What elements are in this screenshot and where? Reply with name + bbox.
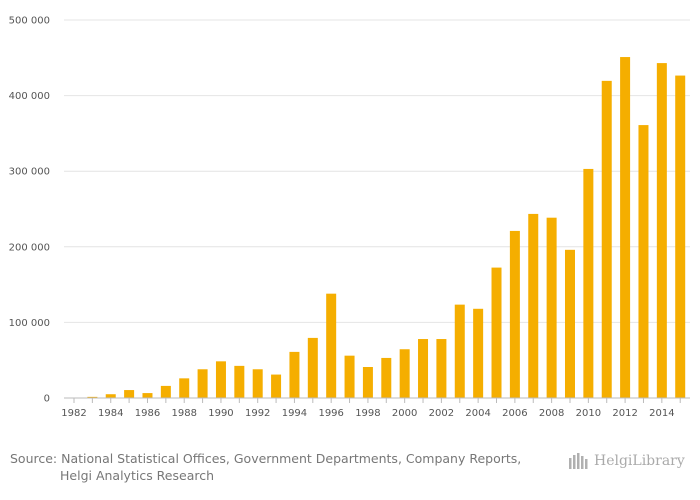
- bar-1984: [105, 394, 116, 398]
- bar-2010: [583, 168, 594, 398]
- x-tick-label: 2010: [576, 408, 601, 419]
- bar-2014: [656, 63, 667, 398]
- x-axis-tick-labels: 1982 1984 1986 1988 1990 1992 1994 1996 1998 2000…: [61, 398, 681, 419]
- bar-1986: [142, 393, 153, 398]
- x-tick-label: 1984: [98, 408, 123, 419]
- helgi-library-logo: HelgiLibrary: [568, 450, 693, 472]
- x-tick-label: 1992: [245, 408, 270, 419]
- bar-1983: [87, 396, 98, 398]
- x-tick-label: 2006: [502, 408, 527, 419]
- x-tick-label: 1998: [355, 408, 380, 419]
- y-axis-tick-labels: 0 100 000 200 000 300 000 400 000 500 000: [9, 16, 50, 405]
- bar-1990: [215, 361, 226, 398]
- bar-2007: [528, 213, 539, 398]
- x-tick-label: 1988: [171, 408, 196, 419]
- x-tick-label: 2012: [612, 408, 637, 419]
- bar-1997: [344, 355, 355, 398]
- x-tick-label: 1996: [318, 408, 343, 419]
- y-tick-label: 300 000: [9, 167, 50, 178]
- x-tick-label: 2000: [392, 408, 417, 419]
- source-line-2: Helgi Analytics Research: [60, 468, 215, 483]
- y-tick-label: 100 000: [9, 318, 50, 329]
- bar-2004: [473, 308, 484, 398]
- bar-1998: [362, 367, 373, 398]
- y-tick-label: 200 000: [9, 242, 50, 253]
- bar-1994: [289, 351, 300, 398]
- bar-2009: [564, 249, 575, 398]
- bar-1989: [197, 369, 208, 398]
- x-tick-label: 1986: [135, 408, 160, 419]
- bar-1992: [252, 369, 263, 398]
- bar-1993: [271, 374, 282, 398]
- x-tick-label: 2002: [429, 408, 454, 419]
- bar-2005: [491, 267, 502, 398]
- y-tick-label: 0: [44, 394, 50, 405]
- bar-2013: [638, 125, 649, 399]
- library-icon: [569, 453, 588, 469]
- bar-2011: [601, 80, 612, 398]
- logo-text: HelgiLibrary: [594, 453, 685, 469]
- x-tick-label: 1990: [208, 408, 233, 419]
- bar-series: [87, 57, 686, 399]
- bar-2001: [418, 339, 429, 398]
- bar-2008: [546, 217, 557, 398]
- bar-chart: 0 100 000 200 000 300 000 400 000 500 000 198…: [9, 16, 690, 419]
- bar-1999: [381, 357, 392, 398]
- y-tick-label: 400 000: [9, 91, 50, 102]
- x-tick-label: 1982: [61, 408, 86, 419]
- bar-2003: [454, 304, 465, 398]
- bar-2002: [436, 339, 447, 398]
- gridlines: [64, 19, 690, 323]
- x-tick-label: 2008: [539, 408, 564, 419]
- bar-2000: [399, 349, 410, 398]
- bar-2012: [620, 57, 631, 398]
- bar-1985: [124, 390, 135, 398]
- bar-1995: [307, 337, 318, 398]
- source-line-1: Source: National Statistical Offices, Go…: [10, 451, 522, 466]
- bar-1991: [234, 365, 245, 398]
- source-note: Source: National Statistical Offices, Go…: [10, 450, 550, 484]
- x-tick-label: 1994: [282, 408, 307, 419]
- y-tick-label: 500 000: [9, 16, 50, 27]
- x-tick-label: 2004: [465, 408, 490, 419]
- bar-1996: [326, 293, 337, 398]
- bar-1988: [179, 378, 190, 398]
- bar-1987: [160, 385, 171, 398]
- x-tick-label: 2014: [649, 408, 674, 419]
- bar-2006: [509, 230, 520, 398]
- bar-2015: [675, 75, 686, 398]
